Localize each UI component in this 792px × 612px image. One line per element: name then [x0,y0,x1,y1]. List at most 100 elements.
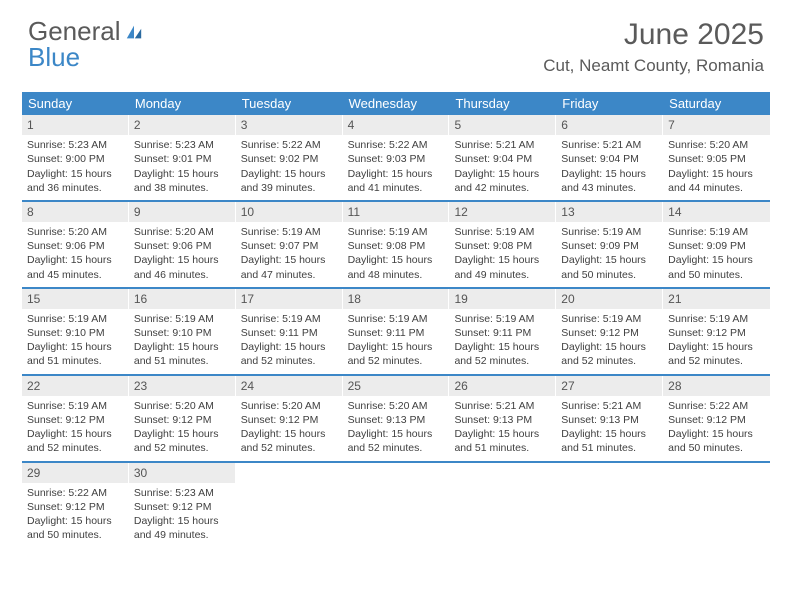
daylight-text-1: Daylight: 15 hours [454,427,551,441]
daylight-text-1: Daylight: 15 hours [454,253,551,267]
day-body: Sunrise: 5:20 AMSunset: 9:06 PMDaylight:… [22,222,129,287]
day-number: 23 [129,376,236,396]
day-number: 12 [449,202,556,222]
day-number: 2 [129,115,236,135]
day-number: 27 [556,376,663,396]
daylight-text-2: and 52 minutes. [348,354,445,368]
daylight-text-1: Daylight: 15 hours [134,427,231,441]
daylight-text-1: Daylight: 15 hours [668,427,765,441]
sunrise-text: Sunrise: 5:21 AM [454,399,551,413]
daylight-text-2: and 50 minutes. [561,268,658,282]
daylight-text-1: Daylight: 15 hours [27,514,124,528]
daylight-text-1: Daylight: 15 hours [134,253,231,267]
day-body: Sunrise: 5:19 AMSunset: 9:09 PMDaylight:… [663,222,770,287]
sunrise-text: Sunrise: 5:20 AM [134,225,231,239]
sunset-text: Sunset: 9:12 PM [561,326,658,340]
day-cell: 5Sunrise: 5:21 AMSunset: 9:04 PMDaylight… [449,115,556,200]
sunrise-text: Sunrise: 5:19 AM [241,225,338,239]
day-cell: 3Sunrise: 5:22 AMSunset: 9:02 PMDaylight… [236,115,343,200]
daylight-text-1: Daylight: 15 hours [348,427,445,441]
day-body: Sunrise: 5:23 AMSunset: 9:00 PMDaylight:… [22,135,129,200]
day-body: Sunrise: 5:23 AMSunset: 9:01 PMDaylight:… [129,135,236,200]
sunset-text: Sunset: 9:05 PM [668,152,765,166]
sunrise-text: Sunrise: 5:19 AM [134,312,231,326]
daylight-text-1: Daylight: 15 hours [454,340,551,354]
daylight-text-1: Daylight: 15 hours [561,167,658,181]
day-cell: 6Sunrise: 5:21 AMSunset: 9:04 PMDaylight… [556,115,663,200]
day-cell: 12 Sunrise: 5:19 AMSunset: 9:08 PMDayligh… [449,202,556,287]
day-number: 28 [663,376,770,396]
day-header-saturday: Saturday [663,92,770,115]
sunset-text: Sunset: 9:12 PM [27,413,124,427]
sunrise-text: Sunrise: 5:19 AM [241,312,338,326]
sunrise-text: Sunrise: 5:19 AM [454,225,551,239]
daylight-text-2: and 49 minutes. [134,528,231,542]
header: GeneralBlue June 2025 Cut, Neamt County,… [0,0,792,82]
sunset-text: Sunset: 9:13 PM [454,413,551,427]
day-header-wednesday: Wednesday [343,92,450,115]
day-cell: 27Sunrise: 5:21 AMSunset: 9:13 PMDayligh… [556,376,663,461]
daylight-text-1: Daylight: 15 hours [348,167,445,181]
day-cell: 24Sunrise: 5:20 AMSunset: 9:12 PMDayligh… [236,376,343,461]
sunset-text: Sunset: 9:13 PM [561,413,658,427]
daylight-text-1: Daylight: 15 hours [454,167,551,181]
day-number: 19 [449,289,556,309]
day-body: Sunrise: 5:23 AMSunset: 9:12 PMDaylight:… [129,483,236,548]
sunset-text: Sunset: 9:02 PM [241,152,338,166]
calendar: Sunday Monday Tuesday Wednesday Thursday… [22,92,770,547]
logo-text-blue: Blue [28,42,80,72]
day-number: 13 [556,202,663,222]
day-cell: 10Sunrise: 5:19 AMSunset: 9:07 PMDayligh… [236,202,343,287]
sunrise-text: Sunrise: 5:19 AM [27,399,124,413]
sunrise-text: Sunrise: 5:21 AM [561,399,658,413]
daylight-text-1: Daylight: 15 hours [241,167,338,181]
sunset-text: Sunset: 9:09 PM [668,239,765,253]
sunrise-text: Sunrise: 5:23 AM [134,486,231,500]
logo: GeneralBlue [28,18,144,70]
daylight-text-1: Daylight: 15 hours [561,253,658,267]
week-row: 15 Sunrise: 5:19 AM Sunset: 9:10 PM Dayligh… [22,289,770,376]
sunset-text: Sunset: 9:12 PM [27,500,124,514]
sunrise-text: Sunrise: 5:22 AM [241,138,338,152]
sunset-text: Sunset: 9:12 PM [241,413,338,427]
daylight-text-1: Daylight: 15 hours [668,253,765,267]
day-header-friday: Friday [556,92,663,115]
sunset-text: Sunset: 9:03 PM [348,152,445,166]
sunset-text: Sunset: 9:11 PM [454,326,551,340]
day-number: 14 [663,202,770,222]
sunrise-text: Sunrise: 5:19 AM [348,225,445,239]
daylight-text-1: Daylight: 15 hours [134,167,231,181]
day-body: Sunrise: 5:22 AMSunset: 9:12 PMDaylight:… [663,396,770,461]
day-body: Sunrise: 5:19 AMSunset: 9:07 PMDaylight:… [236,222,343,287]
daylight-text-1: Daylight: 15 hours [27,167,124,181]
daylight-text-2: and 51 minutes. [561,441,658,455]
daylight-text-1: Daylight: 15 hours [561,340,658,354]
sunrise-text: Sunrise: 5:20 AM [241,399,338,413]
sunset-text: Sunset: 9:10 PM [27,326,124,340]
day-number: 7 [663,115,770,135]
daylight-text-1: Daylight: 15 hours [134,340,231,354]
day-body: Sunrise: 5:20 AMSunset: 9:13 PMDaylight:… [343,396,450,461]
day-cell: 9Sunrise: 5:20 AMSunset: 9:06 PMDaylight… [129,202,236,287]
day-body: Sunrise: 5:21 AMSunset: 9:13 PMDaylight:… [449,396,556,461]
sunset-text: Sunset: 9:08 PM [454,239,551,253]
day-number: 10 [236,202,343,222]
day-number: 16 [129,289,236,309]
sail-icon [124,16,144,46]
day-cell [449,463,556,548]
daylight-text-2: and 39 minutes. [241,181,338,195]
day-body: Sunrise: 5:19 AMSunset: 9:08 PMDaylight:… [343,222,450,287]
day-cell: 16Sunrise: 5:19 AMSunset: 9:10 PMDayligh… [129,289,236,374]
day-header-monday: Monday [129,92,236,115]
day-body: Sunrise: 5:20 AMSunset: 9:12 PMDaylight:… [236,396,343,461]
day-number: 1 [22,115,129,135]
day-number: 15 [22,289,129,309]
day-cell [236,463,343,548]
week-row: 22Sunrise: 5:19 AMSunset: 9:12 PMDayligh… [22,376,770,463]
daylight-text-2: and 51 minutes. [27,354,124,368]
day-number: 4 [343,115,450,135]
day-cell: 13Sunrise: 5:19 AMSunset: 9:09 PMDayligh… [556,202,663,287]
day-number: 20 [556,289,663,309]
day-cell: 28Sunrise: 5:22 AMSunset: 9:12 PMDayligh… [663,376,770,461]
day-body: Sunrise: 5:19 AMSunset: 9:11 PMDaylight:… [449,309,556,374]
